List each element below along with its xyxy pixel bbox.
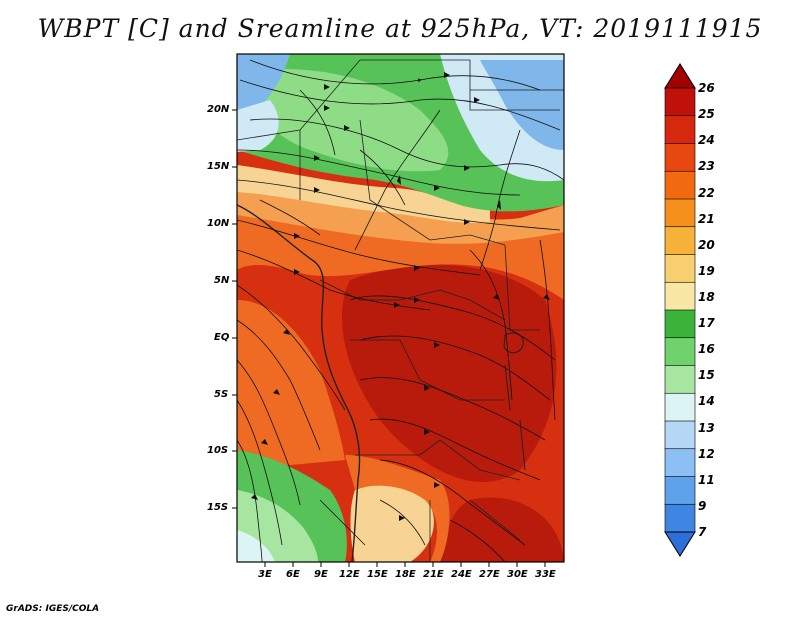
field-blue-ne <box>480 60 564 150</box>
lon-label-30e: 30E <box>507 569 528 580</box>
colorbar-cell <box>664 309 696 339</box>
colorbar-label: 20 <box>698 237 715 252</box>
colorbar-cell <box>664 503 696 533</box>
colorbar-cell <box>664 392 696 422</box>
lon-label-9e: 9E <box>314 569 328 580</box>
colorbar-label: 14 <box>698 394 715 409</box>
colorbar-cell <box>664 476 696 505</box>
colorbar-cell <box>664 143 696 172</box>
field-orange-north <box>237 210 564 300</box>
colorbar-cell <box>664 198 696 228</box>
lake-victoria <box>503 332 524 354</box>
lat-label-10n: 10N <box>207 218 230 229</box>
colorbar-cell <box>664 337 696 367</box>
field-pale-south <box>237 530 275 562</box>
lon-label-3e: 3E <box>258 569 272 580</box>
lon-label-12e: 12E <box>339 569 360 580</box>
field-orange-west <box>237 300 345 470</box>
colorbar-label: 16 <box>698 342 715 357</box>
lat-ticks <box>232 109 237 509</box>
lat-label-15n: 15N <box>207 161 230 172</box>
colorbar-cell <box>664 281 696 311</box>
lon-label-15e: 15E <box>367 569 388 580</box>
map-field <box>237 54 564 562</box>
colorbar-label: 12 <box>698 446 715 461</box>
colorbar-label: 7 <box>698 525 707 539</box>
colorbar-label: 9 <box>698 498 707 513</box>
colorbar-cell <box>664 420 696 450</box>
colorbar-top-arrow <box>664 63 696 89</box>
lon-label-24e: 24E <box>451 569 472 580</box>
colorbar-label: 22 <box>698 185 715 200</box>
field-tan-south <box>350 485 434 562</box>
colorbar-cell <box>664 448 696 478</box>
colorbar-label: 18 <box>698 289 715 304</box>
lon-label-18e: 18E <box>395 569 416 580</box>
colorbar-cell <box>664 87 696 117</box>
colorbar-label: 19 <box>698 263 715 278</box>
lat-label-20n: 20N <box>207 104 230 115</box>
colorbar-label: 26 <box>698 81 715 95</box>
colorbar-cell <box>664 170 696 200</box>
colorbar-cell <box>664 254 696 283</box>
colorbar-label: 17 <box>698 316 715 331</box>
colorbar-label: 24 <box>698 133 715 148</box>
field-orange-south <box>345 455 450 562</box>
lat-label-10s: 10S <box>207 445 229 456</box>
colorbar-label: 21 <box>698 211 715 226</box>
streamline-arrows <box>251 72 550 521</box>
colorbar-cells <box>664 87 696 533</box>
lon-label-27e: 27E <box>479 569 500 580</box>
coastline <box>237 204 361 562</box>
colorbar-cell <box>664 115 696 145</box>
lon-label-6e: 6E <box>286 569 300 580</box>
lat-label-5s: 5S <box>214 389 229 400</box>
field-deep-red-south <box>440 497 564 562</box>
field-pale-nw <box>237 100 279 152</box>
colorbar <box>664 63 696 557</box>
colorbar-label: 25 <box>698 107 715 122</box>
page-title: WBPT [C] and Sreamline at 925hPa, VT: 20… <box>37 14 763 43</box>
colorbar-label: 11 <box>698 472 715 487</box>
field-light-green <box>255 69 449 172</box>
colorbar-bottom-arrow <box>664 531 696 557</box>
grads-credit: GrADS: IGES/COLA <box>6 604 100 614</box>
colorbar-cell <box>664 365 696 394</box>
map-frame <box>236 53 565 563</box>
lat-label-5n: 5N <box>214 275 230 286</box>
lon-ticks <box>264 562 546 567</box>
lat-label-15s: 15S <box>207 502 229 513</box>
lon-label-21e: 21E <box>423 569 444 580</box>
lat-label-eq: EQ <box>214 332 230 343</box>
colorbar-label: 15 <box>698 368 715 383</box>
colorbar-cell <box>664 226 696 256</box>
colorbar-label: 23 <box>698 159 715 174</box>
lon-label-33e: 33E <box>535 569 556 580</box>
rift-lakes <box>504 364 526 471</box>
colorbar-label: 13 <box>698 420 715 435</box>
streamlines <box>237 59 564 562</box>
